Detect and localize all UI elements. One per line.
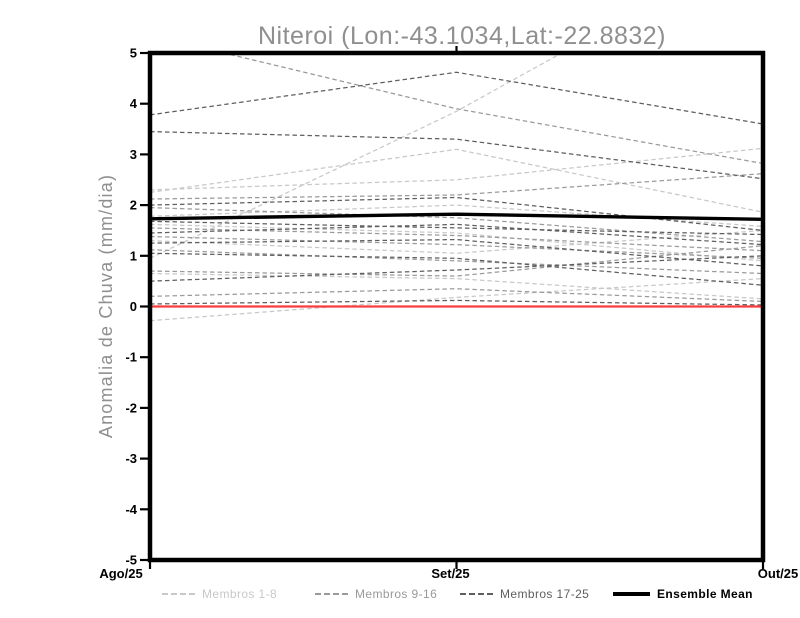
member-line [150, 249, 763, 275]
dashed-line-sample [315, 593, 348, 595]
member-line [150, 207, 763, 243]
y-tick-label: 3 [130, 147, 137, 162]
legend-label: Membros 1-8 [202, 587, 278, 601]
x-category-label: Set/25 [431, 566, 469, 581]
member-line [150, 288, 763, 303]
y-tick-label: -5 [125, 553, 137, 568]
solid-line-sample [613, 592, 650, 596]
chart-legend: Membros 1-8 Membros 9-16 Membros 17-25 Ense… [0, 586, 800, 602]
member-line [150, 277, 763, 322]
dashed-line-sample [460, 593, 493, 595]
chart-title: Niteroi (Lon:-43.1034,Lat:-22.8832) [258, 22, 666, 50]
member-line [150, 220, 763, 236]
y-tick-label: 1 [130, 248, 137, 263]
legend-item-ensemble-mean: Ensemble Mean [613, 586, 753, 602]
y-tick-label: -1 [125, 350, 137, 365]
member-line [150, 147, 763, 191]
x-category-label: Ago/25 [99, 566, 142, 581]
legend-item-membros-17-25: Membros 17-25 [460, 586, 589, 602]
member-line [150, 223, 763, 262]
y-tick-label: 5 [130, 46, 137, 61]
member-line [150, 299, 763, 306]
legend-item-membros-1-8: Membros 1-8 [162, 586, 277, 602]
member-line [150, 196, 763, 232]
y-tick-label: 0 [130, 299, 137, 314]
x-category-label: Out/25 [758, 566, 798, 581]
member-line [150, 235, 763, 259]
member-line [150, 173, 763, 200]
member-line [150, 148, 763, 213]
member-line [150, 71, 763, 125]
member-line [221, 53, 763, 165]
member-line [150, 223, 763, 246]
legend-item-membros-9-16: Membros 9-16 [315, 586, 437, 602]
y-tick-label: -3 [125, 451, 137, 466]
y-tick-label: -4 [125, 502, 137, 517]
member-line [150, 227, 763, 252]
y-axis-label: Anomalia de Chuva (mm/dia) [96, 174, 116, 438]
y-tick-label: -2 [125, 400, 137, 415]
dashed-line-sample [162, 593, 195, 595]
member-line [150, 252, 763, 286]
legend-label: Membros 9-16 [355, 587, 438, 601]
member-line [150, 245, 763, 277]
axis-ticks [140, 46, 765, 569]
member-line [150, 272, 763, 300]
legend-label: Ensemble Mean [657, 587, 753, 601]
member-line [150, 238, 763, 267]
member-line [150, 53, 564, 259]
y-tick-label: 2 [130, 198, 137, 213]
member-line [150, 255, 763, 282]
y-tick-label: 4 [130, 96, 138, 111]
legend-label: Membros 17-25 [500, 587, 590, 601]
member-line [150, 130, 763, 180]
ensemble-mean-line [149, 212, 764, 221]
